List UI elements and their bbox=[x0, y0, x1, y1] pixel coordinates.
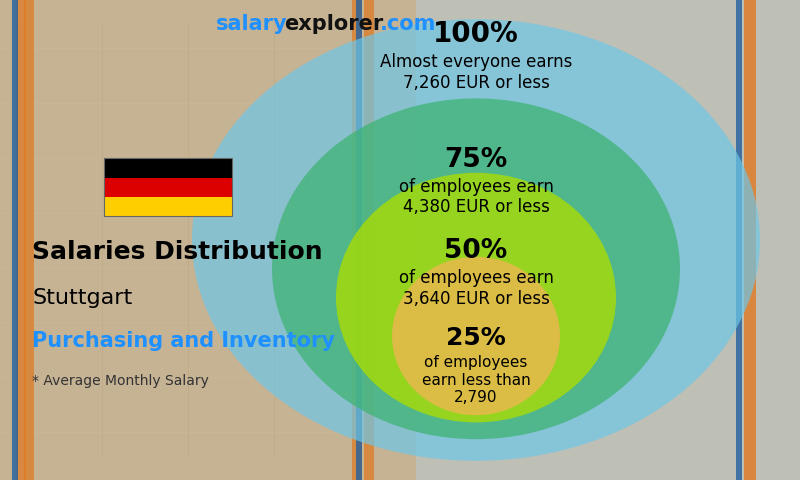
Bar bbox=[104, 158, 232, 216]
Bar bbox=[16, 0, 26, 480]
Text: Stuttgart: Stuttgart bbox=[32, 288, 132, 308]
Ellipse shape bbox=[272, 98, 680, 439]
Bar bbox=[12, 0, 18, 480]
Text: 50%: 50% bbox=[444, 238, 508, 264]
Text: 100%: 100% bbox=[433, 20, 519, 48]
Ellipse shape bbox=[392, 257, 560, 415]
Bar bbox=[352, 0, 362, 480]
Text: 75%: 75% bbox=[444, 147, 508, 173]
Bar bbox=[356, 0, 362, 480]
Text: Almost everyone earns
7,260 EUR or less: Almost everyone earns 7,260 EUR or less bbox=[380, 53, 572, 92]
Bar bbox=[416, 0, 800, 480]
Text: Purchasing and Inventory: Purchasing and Inventory bbox=[32, 331, 335, 351]
Ellipse shape bbox=[192, 19, 760, 461]
Text: of employees earn
3,640 EUR or less: of employees earn 3,640 EUR or less bbox=[398, 269, 554, 308]
Bar bbox=[104, 158, 232, 178]
Bar bbox=[0, 0, 416, 480]
Bar bbox=[104, 197, 232, 216]
Text: .com: .com bbox=[380, 14, 436, 35]
Bar bbox=[736, 0, 742, 480]
Text: 25%: 25% bbox=[446, 326, 506, 350]
Bar bbox=[24, 0, 34, 480]
Text: explorer: explorer bbox=[284, 14, 383, 35]
Bar bbox=[104, 178, 232, 197]
Text: of employees earn
4,380 EUR or less: of employees earn 4,380 EUR or less bbox=[398, 178, 554, 216]
Text: Salaries Distribution: Salaries Distribution bbox=[32, 240, 322, 264]
Ellipse shape bbox=[336, 173, 616, 422]
Text: * Average Monthly Salary: * Average Monthly Salary bbox=[32, 374, 209, 388]
Bar bbox=[744, 0, 756, 480]
Text: of employees
earn less than
2,790: of employees earn less than 2,790 bbox=[422, 355, 530, 405]
Bar bbox=[364, 0, 374, 480]
Text: salary: salary bbox=[216, 14, 288, 35]
